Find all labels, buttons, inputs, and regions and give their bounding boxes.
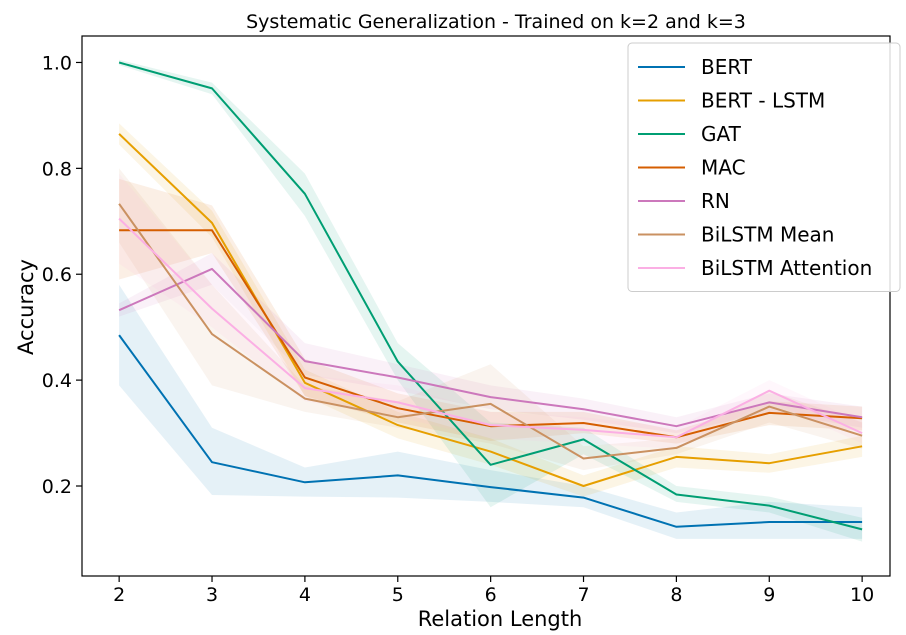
series-band-5 (119, 168, 863, 471)
legend-label-3: MAC (701, 156, 746, 180)
y-tick-label: 0.8 (42, 158, 72, 180)
series-line-1 (118, 133, 863, 487)
legend-box (627, 42, 901, 292)
y-tick-label: 0.4 (42, 370, 72, 392)
legend: BERT BERT - LSTM GAT MAC RN BiLSTM Mean BiLSTM… (627, 42, 901, 292)
plot-frame (81, 35, 891, 577)
chart-title: Systematic Generalization - Trained on k… (246, 11, 746, 33)
series-band-6 (119, 173, 863, 449)
series-line-4 (118, 267, 863, 428)
x-tick-label: 5 (392, 584, 404, 606)
legend-label-2: GAT (701, 122, 742, 146)
x-tick-label: 3 (206, 584, 218, 606)
series-band-0 (119, 284, 863, 539)
axis-ticks: 2 3 4 5 6 7 8 9 10 0.2 0.4 0.6 0.8 1.0 (42, 52, 874, 606)
legend-label-0: BERT (701, 55, 753, 79)
x-tick-label: 6 (485, 584, 497, 606)
series-lines (118, 61, 863, 531)
x-tick-label: 10 (850, 584, 874, 606)
legend-label-4: RN (701, 189, 730, 213)
y-tick-label: 1.0 (42, 52, 72, 74)
x-tick-label: 2 (113, 584, 125, 606)
x-tick-label: 9 (763, 584, 775, 606)
x-tick-label: 4 (299, 584, 311, 606)
x-tick-label: 8 (670, 584, 682, 606)
x-axis-label: Relation Length (418, 607, 583, 631)
legend-label-1: BERT - LSTM (701, 89, 825, 113)
series-line-2 (118, 61, 863, 531)
series-line-0 (118, 334, 863, 528)
y-axis-label: Accuracy (14, 259, 38, 355)
y-tick-label: 0.6 (42, 264, 72, 286)
legend-label-5: BiLSTM Mean (701, 223, 834, 247)
legend-label-6: BiLSTM Attention (701, 256, 872, 280)
series-band-2 (119, 59, 863, 542)
y-tick-label: 0.2 (42, 476, 72, 498)
series-line-6 (118, 217, 863, 439)
series-line-5 (118, 203, 863, 460)
x-tick-label: 7 (577, 584, 589, 606)
